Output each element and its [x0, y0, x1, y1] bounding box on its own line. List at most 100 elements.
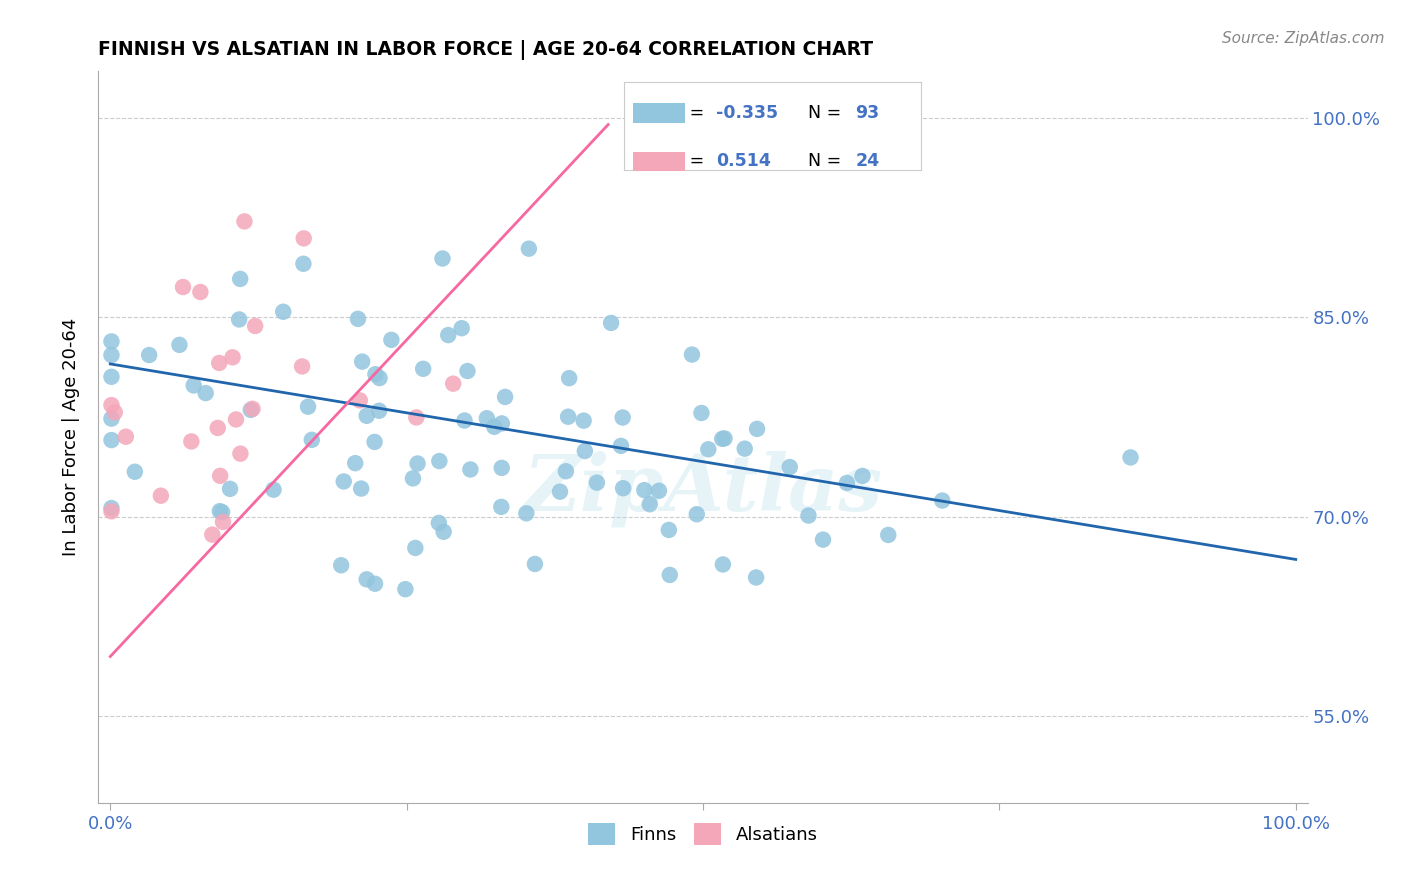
Point: [180, 434, 202, 449]
Point: [574, 444, 596, 458]
Point: [229, 272, 252, 286]
Point: [100, 398, 122, 412]
Point: [169, 338, 191, 352]
Point: [412, 361, 434, 376]
Point: [394, 582, 416, 597]
Point: [658, 568, 681, 582]
Point: [404, 541, 426, 555]
Point: [291, 359, 314, 374]
Point: [292, 231, 315, 245]
Point: [405, 410, 427, 425]
Point: [349, 393, 371, 408]
Point: [239, 402, 262, 417]
Point: [243, 318, 266, 333]
Point: [475, 411, 498, 425]
Point: [681, 347, 703, 361]
Point: [297, 400, 319, 414]
Point: [271, 304, 294, 318]
Point: [233, 214, 256, 228]
Point: [427, 516, 450, 530]
Point: [347, 311, 370, 326]
Point: [356, 572, 378, 586]
Point: [713, 431, 735, 445]
Point: [100, 334, 122, 349]
Point: [690, 406, 713, 420]
Point: [633, 483, 655, 497]
Point: [114, 430, 136, 444]
Point: [734, 442, 756, 456]
Point: [441, 376, 464, 391]
Point: [648, 483, 671, 498]
Text: ZipAtlas: ZipAtlas: [523, 450, 883, 526]
Point: [557, 409, 579, 424]
Point: [183, 378, 205, 392]
Point: [207, 421, 229, 435]
Point: [368, 403, 391, 417]
Point: [491, 417, 513, 431]
Point: [380, 333, 402, 347]
Point: [460, 462, 482, 476]
Point: [330, 558, 353, 573]
Point: [851, 469, 873, 483]
Point: [558, 371, 581, 385]
Text: FINNISH VS ALSATIAN IN LABOR FORCE | AGE 20-64 CORRELATION CHART: FINNISH VS ALSATIAN IN LABOR FORCE | AGE…: [98, 39, 873, 60]
Point: [548, 484, 571, 499]
Point: [352, 354, 374, 368]
Point: [523, 557, 546, 571]
Point: [745, 422, 768, 436]
Point: [612, 410, 634, 425]
Point: [229, 447, 252, 461]
Point: [124, 465, 146, 479]
Point: [797, 508, 820, 523]
Point: [364, 368, 387, 382]
Point: [100, 369, 122, 384]
Point: [208, 504, 231, 518]
Point: [402, 471, 425, 485]
Point: [432, 252, 454, 266]
Point: [484, 419, 506, 434]
Point: [368, 371, 391, 385]
Point: [138, 348, 160, 362]
Point: [332, 475, 354, 489]
Point: [201, 527, 224, 541]
Point: [433, 524, 456, 539]
Point: [686, 508, 709, 522]
Point: [517, 242, 540, 256]
Point: [494, 390, 516, 404]
Point: [344, 456, 367, 470]
Point: [711, 558, 734, 572]
Point: [456, 364, 478, 378]
Point: [437, 328, 460, 343]
Point: [1119, 450, 1142, 465]
Point: [100, 348, 122, 362]
Point: [931, 493, 953, 508]
Point: [612, 481, 634, 495]
Point: [242, 401, 264, 416]
Point: [450, 321, 472, 335]
Point: [100, 411, 122, 425]
Point: [100, 501, 122, 516]
Point: [515, 506, 537, 520]
Point: [586, 475, 609, 490]
Point: [211, 505, 233, 519]
Point: [406, 457, 429, 471]
Point: [427, 454, 450, 468]
Y-axis label: In Labor Force | Age 20-64: In Labor Force | Age 20-64: [62, 318, 80, 557]
Point: [212, 515, 235, 529]
Point: [364, 576, 387, 591]
Point: [363, 434, 385, 449]
Point: [491, 500, 513, 514]
Legend: Finns, Alsatians: Finns, Alsatians: [581, 816, 825, 852]
Point: [219, 482, 242, 496]
Point: [779, 460, 801, 475]
Point: [491, 461, 513, 475]
Point: [104, 405, 127, 419]
Point: [209, 468, 232, 483]
Point: [228, 312, 250, 326]
Point: [301, 433, 323, 447]
Point: [221, 351, 243, 365]
Point: [877, 528, 900, 542]
Point: [453, 413, 475, 427]
Point: [190, 285, 212, 299]
Point: [610, 439, 633, 453]
